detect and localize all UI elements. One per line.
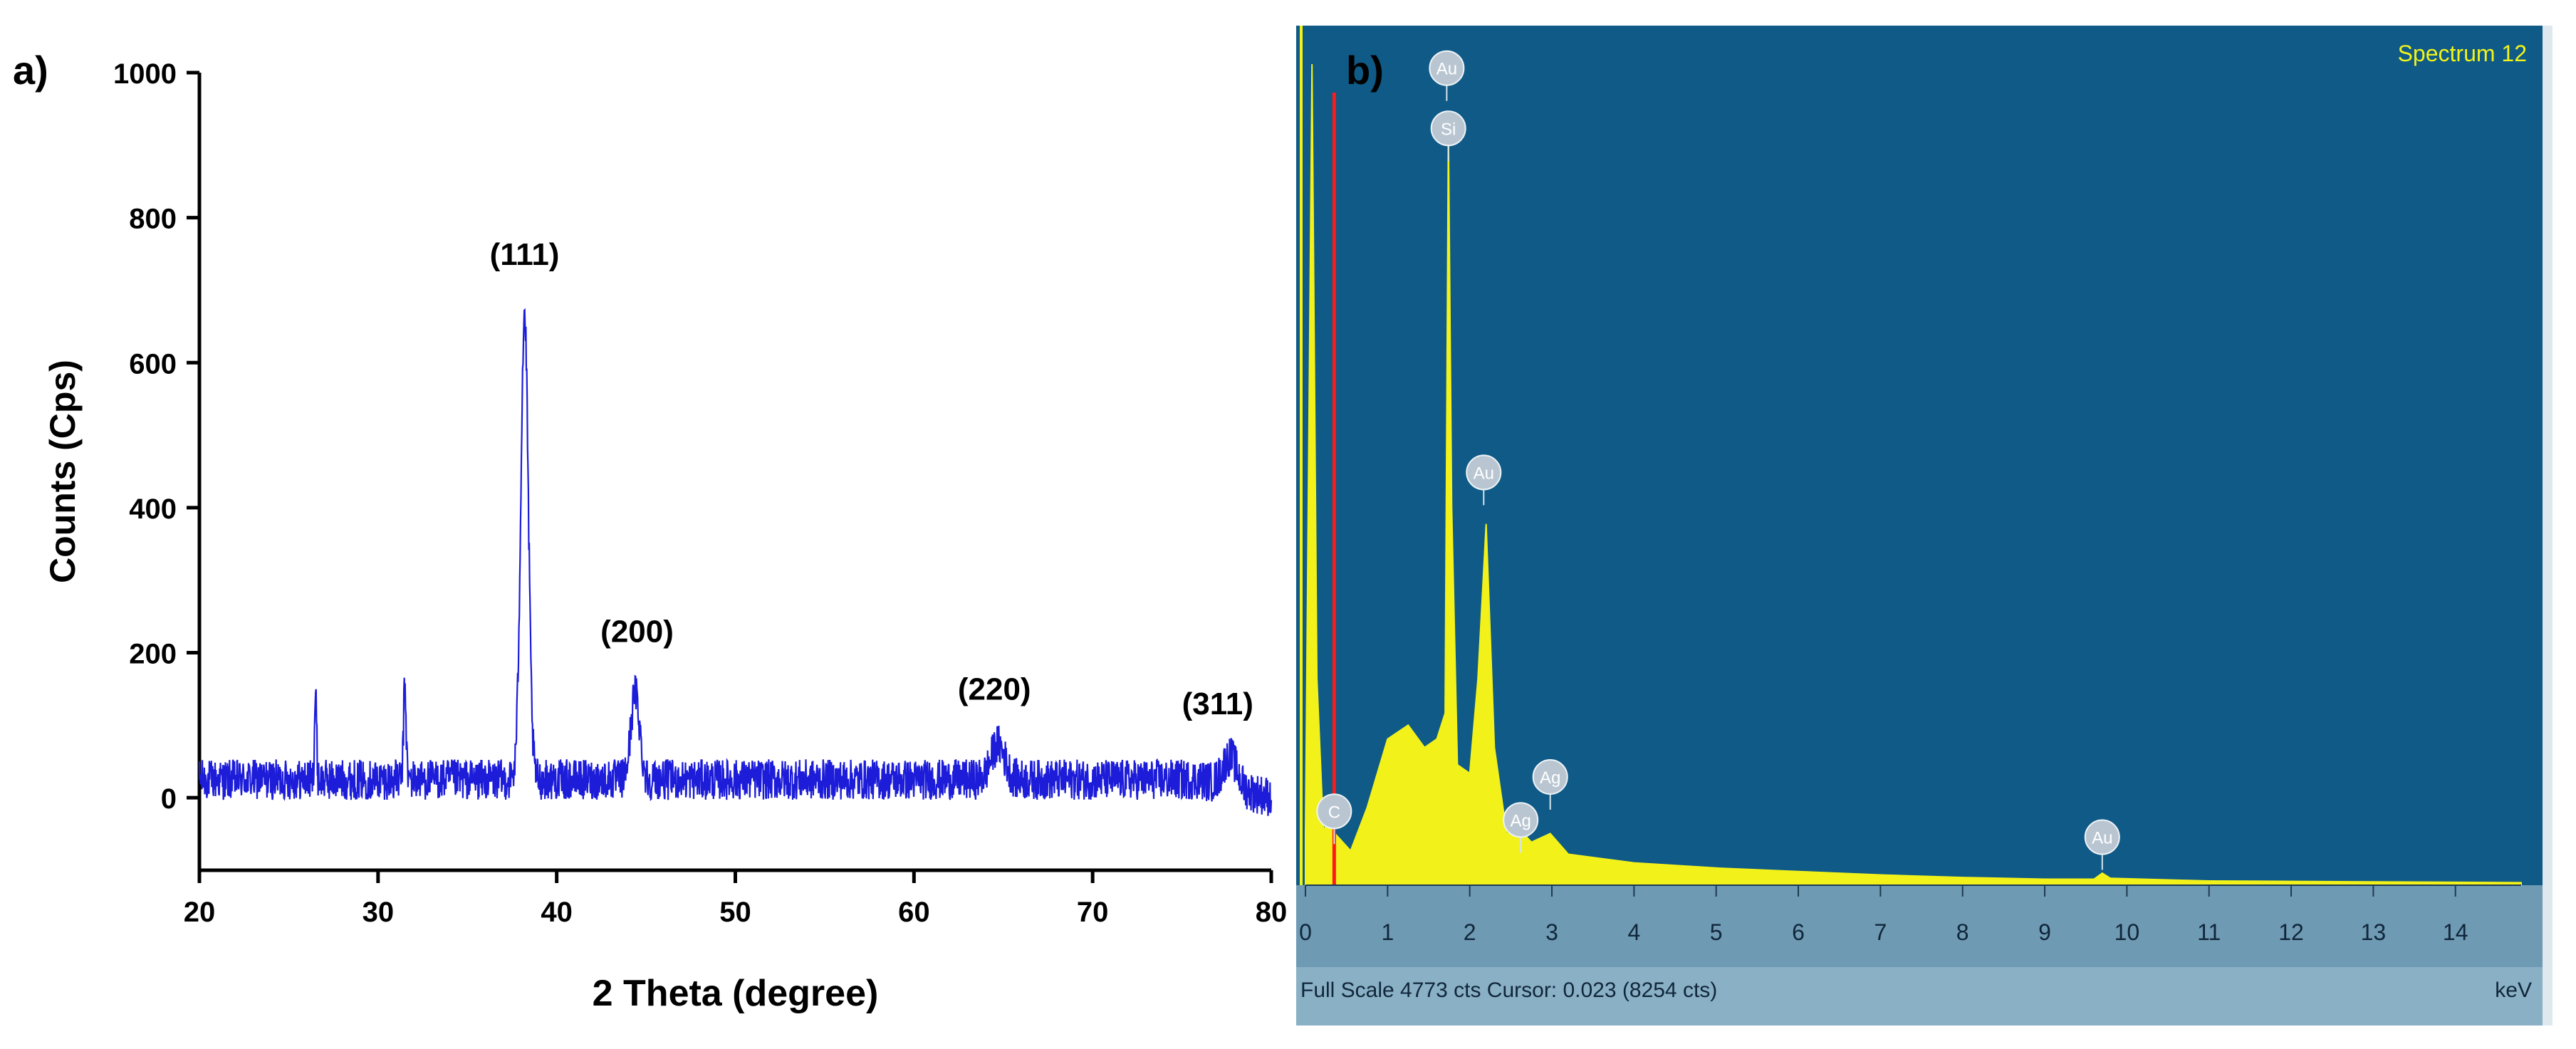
eds-x-tick-label: 13 xyxy=(2361,919,2387,945)
eds-peak-label-badge xyxy=(1430,110,1466,147)
eds-peak-label-text: Au xyxy=(2092,829,2112,848)
x-axis-label: 2 Theta (degree) xyxy=(593,973,879,1014)
eds-peak-label-badge xyxy=(1429,50,1465,86)
peak-annotation: (220) xyxy=(958,672,1031,707)
eds-peak-label-text: C xyxy=(1328,803,1340,822)
panel-label-a: a) xyxy=(13,48,48,93)
x-tick-label: 80 xyxy=(1256,897,1288,928)
eds-peak-label-text: Ag xyxy=(1511,811,1531,830)
eds-x-tick-label: 2 xyxy=(1464,919,1476,945)
eds-peak-label-badge xyxy=(1503,802,1539,838)
eds-peak-label-text: Si xyxy=(1441,120,1456,139)
panel-label-b: b) xyxy=(1346,48,1384,93)
eds-peak-label-badge xyxy=(1532,758,1568,795)
eds-x-tick-label: 4 xyxy=(1627,919,1640,945)
y-tick-label: 0 xyxy=(161,783,177,815)
eds-x-tick-label: 0 xyxy=(1299,919,1312,945)
eds-footer-strip xyxy=(1296,967,2552,1025)
y-tick-label: 1000 xyxy=(113,58,177,90)
xrd-chart: a) 0 200 400 600 800 1000 20 30 40 50 60 70 80 2 Theta… xyxy=(13,48,1287,1014)
y-axis-label: Counts (Cps) xyxy=(43,360,83,583)
eds-scrollbar xyxy=(2543,26,2552,1025)
eds-x-tick-label: 8 xyxy=(1956,919,1969,945)
eds-x-tick-label: 6 xyxy=(1792,919,1805,945)
eds-peak-label-text: Ag xyxy=(1540,768,1560,788)
xrd-series-line xyxy=(198,308,1273,816)
peak-annotation: (200) xyxy=(600,614,674,649)
eds-peak-label-badge xyxy=(1466,454,1502,491)
eds-x-tick-label: 1 xyxy=(1381,919,1394,945)
x-tick-label: 70 xyxy=(1077,897,1109,928)
eds-x-tick-label: 11 xyxy=(2197,919,2221,945)
eds-x-tick-label: 9 xyxy=(2038,919,2051,945)
eds-spectrum-area xyxy=(1305,63,2522,886)
eds-peak-label-text: Au xyxy=(1436,60,1457,79)
eds-x-tick-label: 12 xyxy=(2278,919,2304,945)
eds-x-tick-label: 5 xyxy=(1710,919,1723,945)
eds-peak-label-badge xyxy=(2084,819,2120,855)
eds-x-tick-label: 14 xyxy=(2443,919,2468,945)
eds-x-tick-label: 3 xyxy=(1545,919,1558,945)
eds-peak-label-badge xyxy=(1316,793,1352,830)
y-tick-label: 200 xyxy=(129,639,177,670)
eds-x-tick-label: 7 xyxy=(1874,919,1887,945)
eds-footer-text: Full Scale 4773 cts Cursor: 0.023 (8254 … xyxy=(1300,978,1717,1002)
x-tick-label: 20 xyxy=(184,897,216,928)
eds-x-axis-label: keV xyxy=(2495,978,2532,1002)
x-tick-label: 50 xyxy=(719,897,751,928)
peak-annotation: (311) xyxy=(1182,687,1253,721)
y-tick-label: 400 xyxy=(129,494,177,525)
x-tick-label: 60 xyxy=(898,897,930,928)
eds-spectrum-title: Spectrum 12 xyxy=(2398,41,2527,66)
eds-x-tick-label: 10 xyxy=(2114,919,2140,945)
eds-peak-label-text: Au xyxy=(1474,464,1494,483)
x-tick-label: 30 xyxy=(363,897,395,928)
y-tick-label: 800 xyxy=(129,204,177,235)
peak-annotation: (111) xyxy=(490,237,560,272)
y-tick-label: 600 xyxy=(129,348,177,380)
x-tick-label: 40 xyxy=(541,897,573,928)
